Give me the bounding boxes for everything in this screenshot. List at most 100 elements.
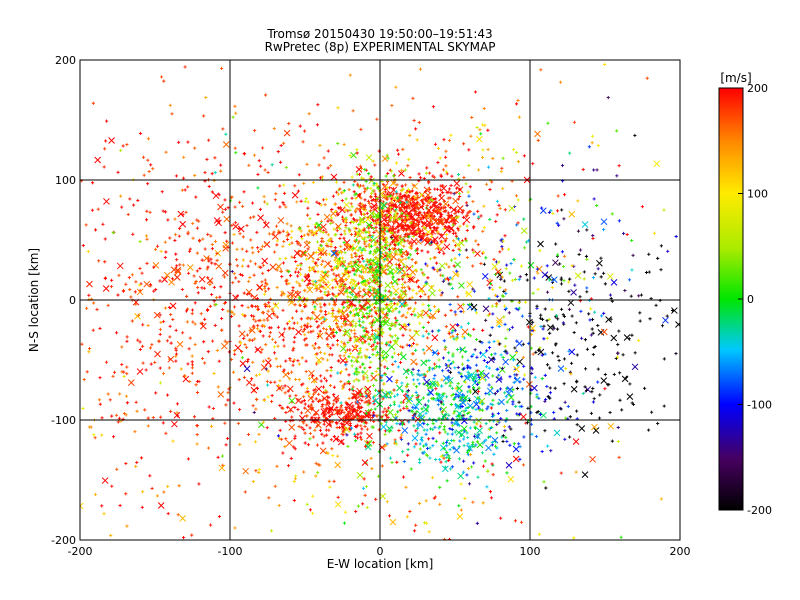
data-point-plus-marker [456,237,461,241]
data-point-x-marker [254,346,262,353]
data-point-plus-marker [625,232,629,237]
data-point-x-marker [337,275,345,282]
data-point-plus-marker [596,380,600,384]
data-point-plus-marker [422,450,426,454]
data-point-plus-marker [408,253,413,257]
data-point-plus-marker [402,304,407,308]
data-point-plus-marker [424,329,429,333]
data-point-plus-marker [452,239,456,243]
data-point-x-marker [392,415,399,423]
data-point-plus-marker [138,347,142,352]
data-point-plus-marker [445,172,449,176]
data-point-plus-marker [401,450,405,454]
data-point-plus-marker [371,343,375,347]
data-point-plus-marker [361,276,365,281]
data-point-x-marker [411,434,419,442]
data-point-plus-marker [356,402,360,406]
data-point-plus-marker [149,362,153,366]
data-point-plus-marker [480,155,485,160]
data-point-plus-marker [538,412,543,417]
data-point-plus-marker [210,190,214,194]
data-point-plus-marker [508,375,512,379]
data-point-plus-marker [420,407,424,411]
data-point-plus-marker [432,366,437,370]
data-point-plus-marker [212,285,216,289]
data-point-plus-marker [327,395,331,399]
data-point-plus-marker [499,353,503,357]
data-point-plus-marker [437,328,441,333]
data-point-plus-marker [376,259,380,263]
data-point-plus-marker [474,401,479,405]
data-point-plus-marker [491,412,495,416]
data-point-plus-marker [412,233,416,237]
data-point-plus-marker [363,424,367,428]
data-point-plus-marker [364,266,368,271]
data-point-plus-marker [395,266,399,270]
data-point-plus-marker [466,405,470,410]
data-point-plus-marker [369,175,373,179]
data-point-plus-marker [305,213,310,217]
data-point-plus-marker [158,381,163,385]
data-point-x-marker [513,365,520,373]
data-point-plus-marker [272,345,277,349]
data-point-x-marker [127,379,135,386]
data-point-x-marker [631,363,639,371]
data-point-plus-marker [296,270,301,274]
data-point-plus-marker [293,436,297,441]
data-point-plus-marker [365,211,369,215]
data-point-plus-marker [562,357,567,361]
data-point-plus-marker [467,365,471,369]
data-point-plus-marker [347,188,351,192]
data-point-plus-marker [190,533,194,537]
data-point-x-marker [262,221,270,229]
data-point-plus-marker [368,401,372,405]
data-point-plus-marker [317,346,321,350]
data-point-plus-marker [419,235,424,239]
data-point-plus-marker [306,390,310,394]
data-point-plus-marker [581,391,585,396]
data-point-plus-marker [488,217,492,222]
data-point-plus-marker [515,223,519,227]
data-point-x-marker [295,397,302,405]
data-point-plus-marker [297,378,301,382]
data-point-plus-marker [531,162,535,166]
data-point-plus-marker [121,144,125,148]
data-point-plus-marker [608,293,613,297]
data-point-x-marker [431,334,439,342]
data-point-plus-marker [448,302,452,307]
data-point-plus-marker [376,352,380,356]
data-point-plus-marker [442,537,447,540]
data-point-plus-marker [261,334,265,338]
data-point-plus-marker [320,175,325,179]
data-point-plus-marker [360,275,364,279]
data-point-x-marker [506,386,514,393]
data-point-plus-marker [368,365,372,370]
data-point-plus-marker [475,382,479,386]
data-point-plus-marker [556,354,560,358]
data-point-plus-marker [101,222,105,226]
data-point-plus-marker [419,193,423,197]
data-point-plus-marker [393,394,397,398]
data-point-plus-marker [261,263,266,267]
data-point-plus-marker [457,253,462,257]
data-point-x-marker [161,276,168,283]
data-point-plus-marker [450,432,454,436]
data-point-plus-marker [319,243,323,247]
data-point-plus-marker [457,504,461,508]
data-point-plus-marker [215,251,219,256]
data-point-plus-marker [473,90,478,94]
data-point-plus-marker [454,313,458,317]
data-point-plus-marker [404,385,408,389]
data-point-plus-marker [205,157,209,161]
data-point-plus-marker [556,317,560,321]
data-point-x-marker [568,210,576,218]
data-point-plus-marker [540,449,544,454]
data-point-plus-marker [291,363,295,367]
data-point-plus-marker [468,426,473,430]
data-point-plus-marker [431,316,435,320]
data-point-plus-marker [309,407,314,412]
data-point-plus-marker [136,198,140,203]
data-point-plus-marker [446,196,450,200]
data-point-plus-marker [485,485,489,489]
data-point-plus-marker [371,159,375,163]
